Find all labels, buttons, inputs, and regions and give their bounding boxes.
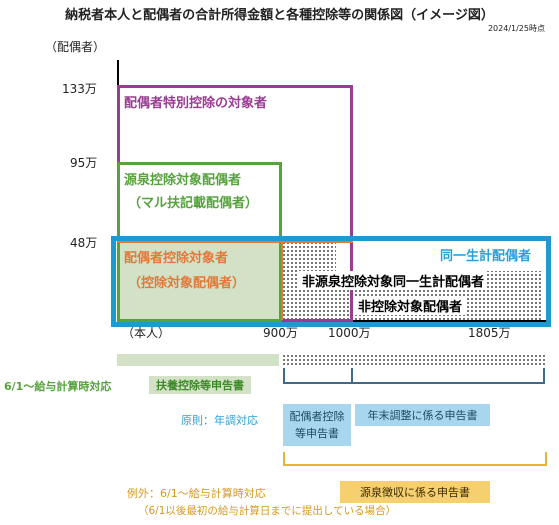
exception-bracket: [283, 452, 547, 466]
special-deduction-label: 配偶者特別控除の対象者: [124, 96, 268, 111]
dotted-form-bar: [282, 354, 546, 366]
y-tick-48: 48万: [70, 236, 98, 250]
deduction-right-line: [281, 241, 283, 320]
withholding-spouse-sublabel: （マル扶記載配偶者）: [128, 196, 259, 211]
spouse-form-line1: 配偶者控除: [289, 410, 345, 423]
same-household-region: [111, 236, 551, 327]
deduction-spouse-sublabel: （控除対象配偶者）: [128, 276, 246, 291]
dependent-form-bar: [117, 354, 279, 366]
deduction-spouse-label: 配偶者控除対象者: [124, 251, 229, 266]
same-household-label: 同一生計配偶者: [440, 249, 532, 264]
page-title: 納税者本人と配偶者の合計所得金額と各種控除等の関係図（イメージ図）: [65, 8, 494, 23]
year-end-form-tag: 年末調整に係る申告書: [355, 404, 490, 426]
deduction-top-line: [118, 241, 353, 243]
principle-bracket: [283, 368, 545, 384]
deduction-area-fill: [118, 241, 282, 320]
withholding-spouse-label: 源泉控除対象配偶者: [124, 173, 242, 188]
withholding-form-tag: 源泉徴収に係る申告書: [340, 481, 490, 503]
spouse-form-line2: 等申告書: [295, 427, 339, 440]
y-axis-label: （配偶者）: [45, 40, 106, 54]
dependent-form-tag: 扶養控除等申告書: [149, 376, 251, 394]
x-tick-1805: 1805万: [468, 326, 511, 340]
x-tick-1000: 1000万: [328, 326, 371, 340]
exception-note: 例外：6/1～給与計算時対応: [127, 487, 266, 500]
non-withholding-same-household-label: 非源泉控除対象同一生計配偶者: [299, 271, 488, 290]
non-deduction-spouse-label: 非控除対象配偶者: [355, 296, 466, 315]
same-household-label-bg: [336, 241, 541, 271]
exception-subnote: （6/1以後最初の給与計算日までに提出している場合）: [138, 505, 397, 517]
x-tick-900: 900万: [263, 326, 298, 340]
y-tick-95: 95万: [70, 156, 98, 170]
principle-note: 原則：年調対応: [181, 414, 258, 427]
x-tick-self: （本人）: [122, 326, 171, 340]
principle-bracket-divider: [351, 368, 353, 384]
date-stamp: 2024/1/25時点: [487, 24, 545, 33]
june-note: 6/1～給与計算時対応: [4, 380, 112, 393]
y-tick-133: 133万: [62, 82, 97, 96]
spouse-form-tag: 配偶者控除 等申告書: [283, 404, 351, 446]
